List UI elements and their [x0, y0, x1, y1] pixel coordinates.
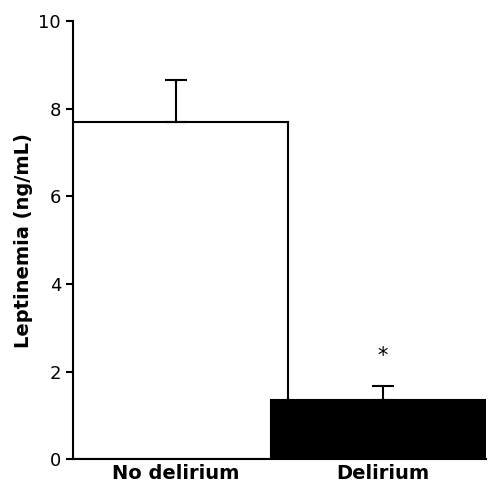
Bar [64, 122, 288, 459]
Text: *: * [378, 346, 388, 366]
Y-axis label: Leptinemia (ng/mL): Leptinemia (ng/mL) [14, 133, 33, 347]
Bar [271, 400, 494, 459]
